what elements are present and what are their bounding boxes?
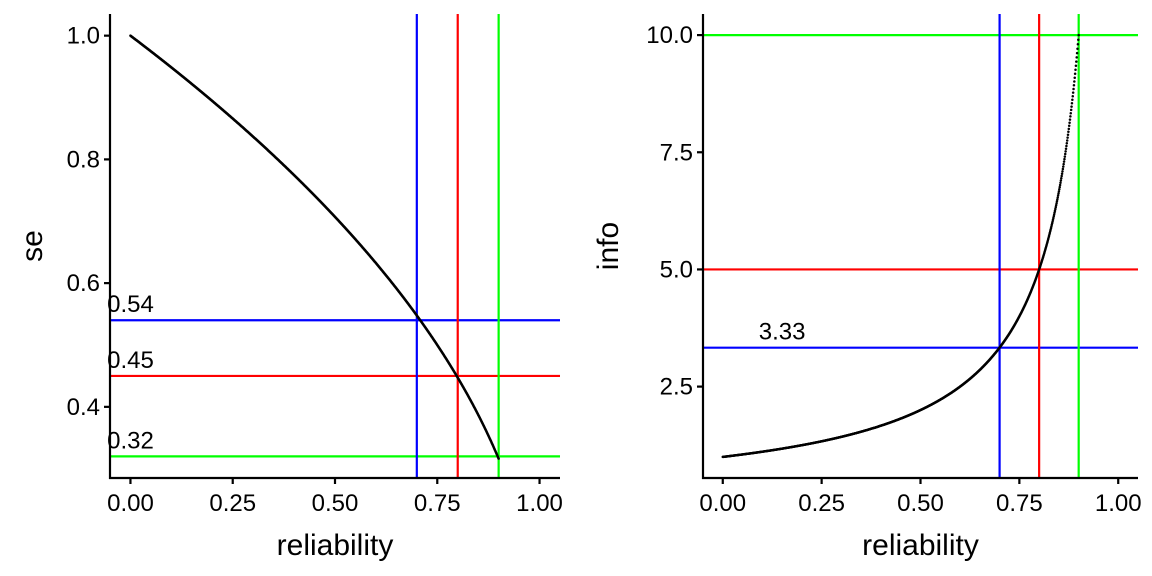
info-point — [1071, 98, 1074, 101]
info-point — [1065, 144, 1068, 148]
info-point — [1055, 200, 1059, 203]
info-point — [1069, 108, 1073, 112]
info-point — [1074, 68, 1077, 72]
info-point — [1062, 160, 1066, 163]
se-curve — [129, 34, 500, 460]
se-y-tick-label: 0.6 — [67, 270, 100, 297]
info-point — [1072, 87, 1075, 91]
info-point — [1064, 147, 1068, 150]
info-point — [1060, 177, 1063, 180]
info-point — [1068, 118, 1072, 121]
info-y-tick-label: 5.0 — [660, 256, 693, 283]
info-point — [1066, 133, 1070, 136]
se-x-tick-label: 0.25 — [209, 490, 256, 517]
se-annotation-label: 0.45 — [107, 347, 154, 374]
info-point — [1058, 187, 1061, 191]
info-point — [1070, 101, 1074, 105]
info-point — [1059, 179, 1063, 182]
info-point — [1056, 196, 1059, 199]
info-point — [1066, 136, 1069, 139]
se-annotation-label: 0.54 — [107, 291, 154, 318]
info-point — [1060, 172, 1064, 175]
info-point — [1061, 167, 1065, 171]
info-point — [1073, 80, 1076, 83]
info-point — [1068, 121, 1071, 124]
info-point — [1065, 142, 1069, 145]
info-point — [1063, 157, 1066, 161]
info-point — [1075, 56, 1078, 59]
info-point — [1073, 72, 1077, 76]
info-point — [1070, 105, 1073, 108]
info-point — [1057, 192, 1060, 195]
info-point — [1063, 155, 1067, 158]
info-point — [1062, 162, 1065, 166]
info-point — [1075, 51, 1079, 55]
info-x-tick-label: 0.75 — [996, 490, 1043, 517]
info-point — [1062, 165, 1065, 168]
info-point — [1076, 47, 1079, 50]
info-point — [1072, 84, 1076, 87]
info-x-axis-title: reliability — [862, 529, 979, 562]
info-y-tick-label: 10.0 — [646, 22, 693, 49]
se-x-tick-label: 0.50 — [312, 490, 359, 517]
info-point — [1077, 38, 1080, 41]
info-point — [1054, 207, 1057, 211]
info-y-tick-label: 7.5 — [660, 139, 693, 166]
info-point — [1060, 174, 1063, 178]
info-point — [1055, 202, 1058, 205]
info-point — [1076, 43, 1080, 46]
se-y-axis-title: se — [16, 230, 49, 262]
info-point — [1074, 64, 1078, 67]
info-point — [1069, 111, 1073, 115]
info-x-tick-label: 1.00 — [1095, 490, 1142, 517]
info-point — [1057, 190, 1061, 193]
se-x-tick-label: 0.00 — [107, 490, 154, 517]
se-x-tick-label: 0.75 — [414, 490, 461, 517]
info-point — [1054, 205, 1057, 209]
info-point — [1077, 33, 1080, 37]
se-y-tick-label: 1.0 — [67, 23, 100, 50]
info-x-tick-label: 0.00 — [699, 490, 746, 517]
info-y-axis-title: info — [592, 222, 625, 270]
info-point — [1056, 194, 1060, 197]
info-point — [1067, 124, 1071, 128]
se-x-axis-title: reliability — [277, 529, 394, 562]
info-point — [1071, 94, 1074, 98]
info-point — [1069, 115, 1072, 118]
info-panel: 3.33 0.00 0.25 0.50 0.75 1.00 2.5 5.0 7.5 10.0 rel… — [592, 14, 1142, 562]
info-point — [1061, 170, 1064, 173]
info-y-tick-label: 2.5 — [660, 374, 693, 401]
info-point — [1058, 183, 1062, 187]
info-curve — [721, 33, 1080, 459]
info-point — [1059, 181, 1062, 185]
se-annotation-label: 0.32 — [107, 427, 154, 454]
info-x-tick-label: 0.25 — [798, 490, 845, 517]
info-point — [1067, 127, 1071, 131]
info-point — [1056, 198, 1059, 201]
info-annotation-label: 3.33 — [759, 319, 806, 346]
info-point — [1067, 130, 1070, 134]
info-point — [1058, 185, 1061, 189]
info-point — [1073, 76, 1076, 79]
info-point — [1063, 152, 1067, 156]
se-y-tick-label: 0.8 — [67, 146, 100, 173]
info-point — [1064, 150, 1067, 153]
info-x-tick-label: 0.50 — [897, 490, 944, 517]
info-point — [1071, 91, 1075, 94]
info-point — [1075, 60, 1078, 63]
se-x-tick-label: 1.00 — [516, 490, 563, 517]
info-point — [1065, 139, 1069, 142]
se-panel: 0.54 0.45 0.32 0.00 0.25 0.50 0.75 1.00 0.4 0.6 0.… — [16, 14, 563, 562]
info-point — [1054, 204, 1058, 207]
se-point — [497, 457, 500, 460]
se-y-tick-label: 0.4 — [67, 394, 100, 421]
